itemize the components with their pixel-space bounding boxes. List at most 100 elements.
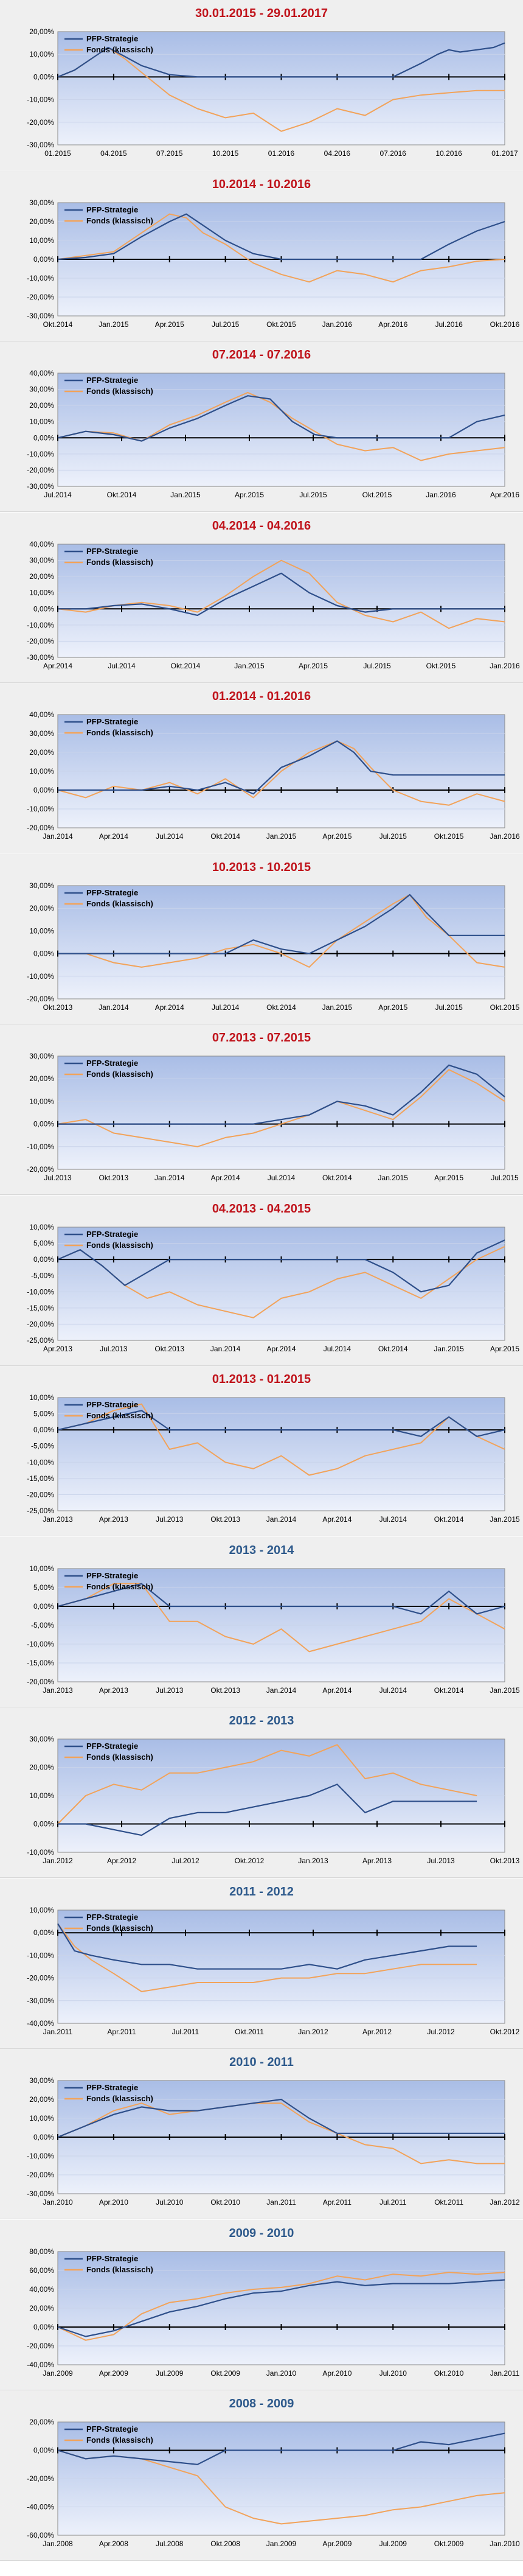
y-tick-label: 20,00% <box>29 1763 54 1772</box>
x-tick-label: Jan.2013 <box>43 1686 73 1695</box>
legend-label-fonds: Fonds (klassisch) <box>86 216 153 225</box>
series-line-fonds <box>57 2272 505 2341</box>
y-tick-label: -20,00% <box>27 1490 54 1499</box>
y-tick-label: -20,00% <box>27 2171 54 2179</box>
chart-panel: 10.2013 - 10.2015 30,00% 20,00% 10,00% 0,00%… <box>0 854 523 1024</box>
y-tick-label: 20,00% <box>29 2304 54 2312</box>
y-tick-label: 20,00% <box>29 401 54 410</box>
x-tick-label: Okt.2011 <box>235 2028 264 2036</box>
x-tick-label: Jan.2014 <box>154 1174 185 1182</box>
x-tick-label: 01.2017 <box>491 149 518 158</box>
x-tick-label: Okt.2015 <box>434 832 464 841</box>
x-tick-label: Jul.2015 <box>379 832 407 841</box>
plot-area <box>57 1227 505 1341</box>
y-tick-label: -10,00% <box>27 972 54 981</box>
x-tick-label: Jan.2011 <box>43 2028 73 2036</box>
x-tick-label: Jul.2015 <box>491 1174 519 1182</box>
legend-label-pfp: PFP-Strategie <box>86 888 138 897</box>
plot-area <box>57 1397 505 1511</box>
legend-label-pfp: PFP-Strategie <box>86 376 138 385</box>
x-tick-label: Apr.2015 <box>235 491 264 499</box>
x-tick-label: Jan.2014 <box>266 1515 297 1524</box>
line-chart: 07.2013 - 07.2015 30,00% 20,00% 10,00% 0,00%… <box>27 1031 519 1182</box>
x-tick-label: Okt.2014 <box>378 1345 408 1353</box>
x-tick-label: Jan.2014 <box>43 832 73 841</box>
series-line-fonds <box>57 213 505 283</box>
chart-panel: 01.2013 - 01.2015 10,00% 5,00% 0,00% -5,00% -… <box>0 1366 523 1536</box>
chart-panel: 2010 - 2011 30,00% 20,00% 10,00% 0,00% -10,00… <box>0 2049 523 2219</box>
x-tick-label: Apr.2013 <box>43 1345 72 1353</box>
x-tick-label: Okt.2013 <box>154 1345 184 1353</box>
x-tick-label: 04.2015 <box>100 149 127 158</box>
legend-label-fonds: Fonds (klassisch) <box>86 1752 153 1762</box>
chart-title: 2009 - 2010 <box>229 2227 294 2240</box>
x-tick-label: Jul.2014 <box>44 491 72 499</box>
legend-label-pfp: PFP-Strategie <box>86 2424 138 2434</box>
y-tick-label: 10,00% <box>29 926 54 935</box>
x-tick-label: Okt.2009 <box>210 2369 240 2378</box>
series-line-fonds <box>57 1744 477 1825</box>
y-tick-label: 30,00% <box>29 556 54 565</box>
legend-label-pfp: PFP-Strategie <box>86 1913 138 1922</box>
y-tick-label: 0,00% <box>33 433 54 442</box>
x-tick-label: Jul.2013 <box>156 1515 184 1524</box>
series-line-pfp <box>58 894 505 954</box>
chart-title: 07.2013 - 07.2015 <box>212 1031 311 1045</box>
chart-title: 04.2014 - 04.2016 <box>212 519 311 533</box>
x-tick-label: Jul.2014 <box>212 1003 240 1012</box>
x-tick-label: Jan.2015 <box>378 1174 409 1182</box>
plot-area <box>57 885 505 999</box>
series-line-pfp <box>57 1583 505 1615</box>
legend-label-pfp: PFP-Strategie <box>86 1059 138 1068</box>
y-tick-label: -20,00% <box>27 637 54 645</box>
y-tick-label: 30,00% <box>29 729 54 738</box>
series-line-fonds <box>57 2102 505 2165</box>
y-tick-label: -10,00% <box>27 805 54 813</box>
chart-title: 2012 - 2013 <box>229 1714 294 1727</box>
chart-title: 10.2013 - 10.2015 <box>212 861 311 874</box>
y-tick-label: -10,00% <box>27 274 54 282</box>
x-tick-label: Apr.2014 <box>322 1686 352 1695</box>
y-tick-label: 20,00% <box>29 748 54 757</box>
legend-label-fonds: Fonds (klassisch) <box>86 899 153 908</box>
legend-label-fonds: Fonds (klassisch) <box>86 728 153 737</box>
x-tick-label: Jan.2015 <box>322 1003 353 1012</box>
legend-label-fonds: Fonds (klassisch) <box>86 2094 153 2103</box>
y-tick-label: 30,00% <box>29 385 54 394</box>
y-tick-label: -30,00% <box>27 312 54 320</box>
line-chart: 30.01.2015 - 29.01.2017 20,00% 10,00% 0,00%… <box>27 7 518 158</box>
plot-area <box>57 1909 505 2024</box>
series-line-pfp <box>57 2098 505 2138</box>
x-tick-label: Jan.2016 <box>490 832 520 841</box>
legend-label-pfp: PFP-Strategie <box>86 547 138 556</box>
x-tick-label: Jul.2011 <box>379 2198 407 2207</box>
x-tick-label: Okt.2013 <box>210 1515 240 1524</box>
y-tick-label: 10,00% <box>29 418 54 426</box>
series-line-pfp <box>58 740 505 795</box>
x-tick-label: Jul.2012 <box>427 2028 455 2036</box>
y-tick-label: 0,00% <box>33 1255 54 1264</box>
x-tick-label: Jan.2015 <box>490 1686 520 1695</box>
y-tick-label: 0,00% <box>33 604 54 613</box>
y-tick-label: 30,00% <box>29 1735 54 1743</box>
x-tick-label: Apr.2014 <box>43 662 72 670</box>
x-tick-label: Apr.2015 <box>490 1345 519 1353</box>
x-tick-label: Jul.2015 <box>435 1003 463 1012</box>
x-tick-label: Jul.2011 <box>172 2028 199 2036</box>
x-tick-label: Okt.2014 <box>107 491 137 499</box>
x-tick-label: Apr.2015 <box>322 832 352 841</box>
series-line-pfp <box>57 1923 477 1970</box>
chart-title: 2013 - 2014 <box>229 1544 295 1557</box>
x-tick-label: 04.2016 <box>324 149 351 158</box>
y-tick-label: -20,00% <box>27 2342 54 2350</box>
series-line-fonds <box>57 1923 477 1992</box>
x-tick-label: Apr.2008 <box>99 2539 128 2548</box>
x-tick-label: Jan.2011 <box>490 2369 520 2378</box>
legend-label-pfp: PFP-Strategie <box>86 1400 138 1409</box>
x-tick-label: Apr.2011 <box>323 2198 352 2207</box>
